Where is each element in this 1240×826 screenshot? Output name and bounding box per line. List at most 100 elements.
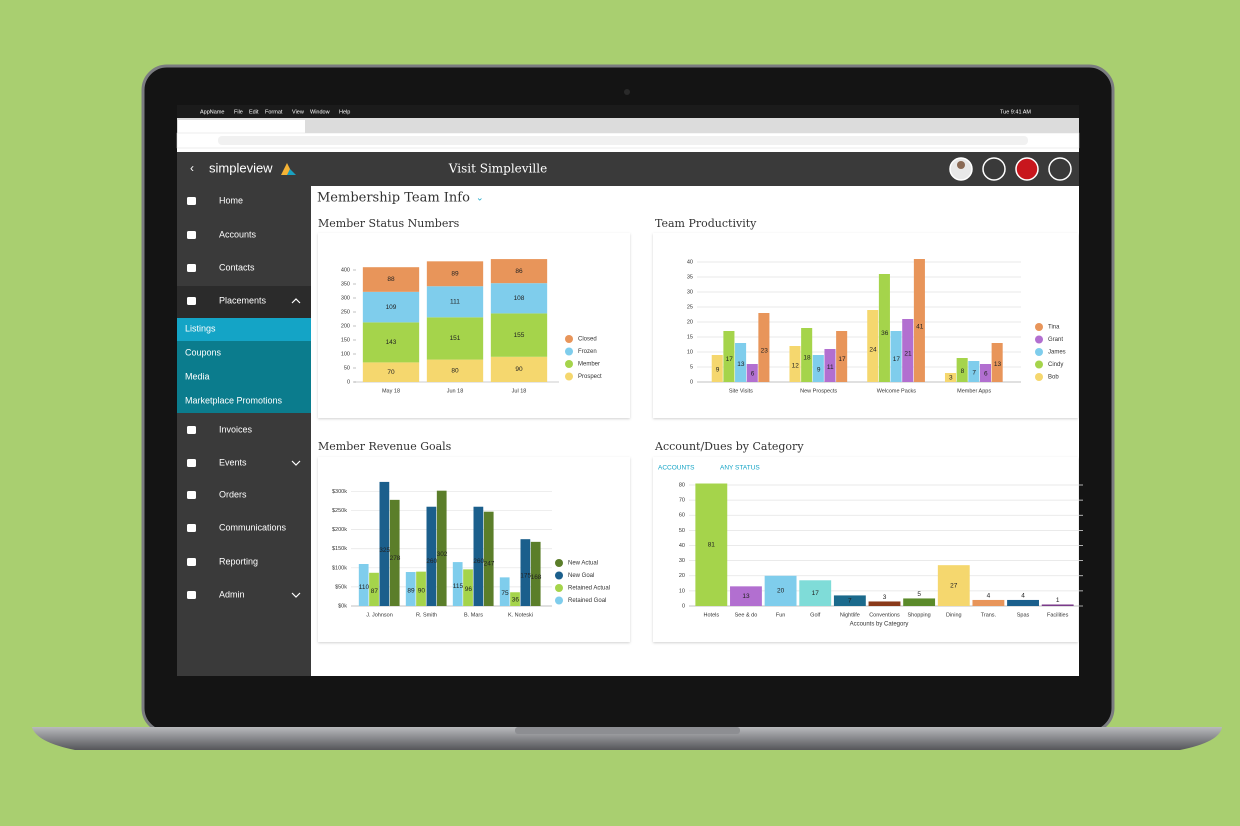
bar xyxy=(735,343,747,382)
y-tick-label: 30 xyxy=(687,289,693,295)
nav-chevron[interactable] xyxy=(291,592,301,598)
x-tick-label: Site Visits xyxy=(729,388,753,394)
chart-title: Member Revenue Goals xyxy=(318,440,452,453)
nav-item[interactable]: Events xyxy=(219,457,247,467)
nav-item[interactable]: Placements xyxy=(219,295,267,305)
legend-swatch xyxy=(565,335,573,343)
bar xyxy=(868,601,901,606)
legend-label: New Goal xyxy=(568,573,594,579)
y-tick-label: 0 xyxy=(347,379,350,385)
subnav-item[interactable]: Media xyxy=(185,371,210,381)
data-label: 80 xyxy=(451,368,459,375)
nav-item[interactable]: Communications xyxy=(219,522,287,532)
subnav-item[interactable]: Coupons xyxy=(185,347,222,357)
data-label: 109 xyxy=(386,304,397,311)
clock-button[interactable] xyxy=(1048,157,1072,181)
menu-item[interactable]: Edit xyxy=(249,109,259,115)
nav-chevron[interactable] xyxy=(291,298,301,304)
legend-label: Retained Actual xyxy=(568,586,610,592)
bar xyxy=(463,569,473,606)
page-title-caret[interactable]: ⌄ xyxy=(476,192,484,202)
browser-tab[interactable] xyxy=(178,120,305,133)
add-button[interactable] xyxy=(982,157,1006,181)
y-tick-label: 0 xyxy=(690,379,693,385)
nav-open-group xyxy=(177,286,311,318)
y-tick-label: $250k xyxy=(332,508,347,514)
menu-item[interactable]: Format xyxy=(265,109,283,115)
laptop-base xyxy=(32,727,1222,750)
data-label: 88 xyxy=(387,276,395,283)
bar xyxy=(369,572,379,606)
nav-item[interactable]: Reporting xyxy=(219,556,258,566)
data-label: 23 xyxy=(761,348,769,355)
nav-icon xyxy=(187,297,196,305)
legend-label: Member xyxy=(578,362,600,368)
data-label: 87 xyxy=(371,588,379,595)
nav-item[interactable]: Admin xyxy=(219,589,245,599)
bar xyxy=(833,595,866,606)
back-arrow[interactable]: ‹ xyxy=(190,161,194,175)
bar xyxy=(416,571,426,606)
bar xyxy=(379,481,390,606)
chart-title: Member Status Numbers xyxy=(318,217,460,230)
menu-item[interactable]: View xyxy=(292,109,304,115)
nav-item[interactable]: Accounts xyxy=(219,229,257,239)
nav-icon xyxy=(187,426,196,434)
x-tick-label: Hotels xyxy=(704,612,720,618)
y-tick-label: 150 xyxy=(341,337,350,343)
x-tick-label: Shopping xyxy=(908,612,931,618)
y-tick-label: 350 xyxy=(341,281,350,287)
data-label: 70 xyxy=(387,369,395,376)
y-tick-label: 15 xyxy=(687,334,693,340)
y-tick-label: 25 xyxy=(687,304,693,310)
menu-item[interactable]: Window xyxy=(310,109,330,115)
y-tick-label: 20 xyxy=(687,319,693,325)
bar xyxy=(836,331,848,382)
subnav-item[interactable]: Marketplace Promotions xyxy=(185,395,283,405)
menu-item[interactable]: Help xyxy=(339,109,350,115)
y-tick-label: 50 xyxy=(344,365,350,371)
nav-chevron[interactable] xyxy=(291,460,301,466)
filter-dropdown[interactable]: ACCOUNTS xyxy=(658,465,695,472)
nav-item[interactable]: Orders xyxy=(219,489,247,499)
filter-dropdown[interactable]: ANY STATUS xyxy=(720,465,760,472)
subnav-item[interactable]: Listings xyxy=(185,323,216,333)
nav-item[interactable]: Contacts xyxy=(219,262,255,272)
nav-item[interactable]: Home xyxy=(219,195,243,205)
bar xyxy=(867,310,879,382)
tasks-button[interactable] xyxy=(1015,157,1039,181)
data-label: 96 xyxy=(465,586,473,593)
data-label: 21 xyxy=(904,350,912,357)
x-tick-label: K. Noteski xyxy=(508,612,533,618)
legend-swatch xyxy=(565,347,573,356)
data-label: 27 xyxy=(950,582,958,589)
x-tick-label: J. Johnson xyxy=(366,612,393,618)
x-tick-label: Welcome Packs xyxy=(877,388,917,394)
url-field[interactable] xyxy=(218,136,1028,145)
nav-item[interactable]: Invoices xyxy=(219,424,253,434)
nav-icon xyxy=(187,197,196,205)
bar-segment xyxy=(426,286,484,318)
data-label: 3 xyxy=(949,375,953,382)
bar xyxy=(530,541,541,606)
legend-label: Bob xyxy=(1048,375,1059,381)
data-label: 3 xyxy=(883,594,887,601)
bar xyxy=(991,343,1003,382)
menu-item[interactable]: AppName xyxy=(200,109,224,115)
data-label: 9 xyxy=(716,367,720,374)
bar xyxy=(764,575,797,606)
legend-swatch xyxy=(1035,373,1043,381)
legend-swatch xyxy=(1035,323,1043,331)
legend-label: Tina xyxy=(1048,325,1060,331)
bar xyxy=(499,577,510,606)
y-tick-label: 20 xyxy=(679,573,685,579)
data-label: 36 xyxy=(512,597,520,604)
nav-icon xyxy=(187,264,196,272)
bar xyxy=(801,328,813,382)
menu-item[interactable]: File xyxy=(234,109,243,115)
legend-swatch xyxy=(555,596,563,605)
x-tick-label: R. Smith xyxy=(416,612,437,618)
data-label: 325 xyxy=(379,547,390,554)
y-tick-label: $200k xyxy=(332,527,347,533)
y-tick-label: $150k xyxy=(332,546,347,552)
